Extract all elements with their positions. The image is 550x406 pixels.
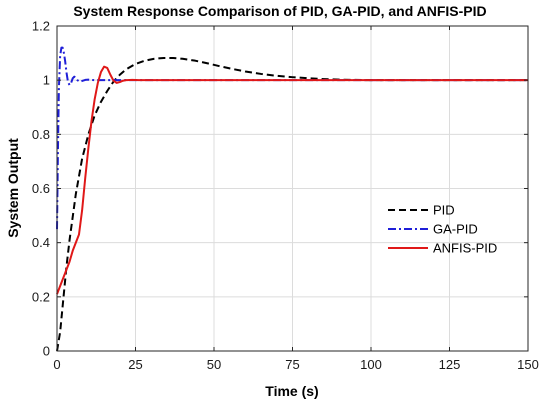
y-tick-label: 1 xyxy=(43,73,50,88)
y-tick-label: 0.2 xyxy=(32,289,50,304)
y-tick-label: 1.2 xyxy=(32,19,50,34)
x-tick-label: 100 xyxy=(360,357,382,372)
x-tick-label: 25 xyxy=(128,357,142,372)
x-axis-ticks: 0 25 50 75 100 125 150 xyxy=(53,26,539,372)
chart-title: System Response Comparison of PID, GA-PI… xyxy=(73,3,486,19)
y-tick-label: 0.8 xyxy=(32,127,50,142)
y-tick-label: 0.4 xyxy=(32,235,50,250)
legend-entry-label: GA-PID xyxy=(433,222,478,237)
y-tick-label: 0 xyxy=(43,344,50,359)
legend-entry-label: ANFIS-PID xyxy=(433,241,497,256)
x-tick-label: 150 xyxy=(517,357,539,372)
grid xyxy=(56,25,529,352)
y-axis-ticks: 0 0.2 0.4 0.6 0.8 1 1.2 xyxy=(32,19,528,359)
x-tick-label: 75 xyxy=(285,357,299,372)
x-tick-label: 50 xyxy=(207,357,221,372)
x-axis-label: Time (s) xyxy=(265,383,318,399)
x-tick-label: 125 xyxy=(439,357,461,372)
series-lines xyxy=(56,46,528,352)
legend: PID GA-PID ANFIS-PID xyxy=(388,203,497,256)
x-tick-label: 0 xyxy=(53,357,60,372)
legend-entry-label: PID xyxy=(433,203,455,218)
y-tick-label: 0.6 xyxy=(32,181,50,196)
y-axis-label: System Output xyxy=(5,138,21,238)
series-line-anfis-pid xyxy=(56,65,528,295)
